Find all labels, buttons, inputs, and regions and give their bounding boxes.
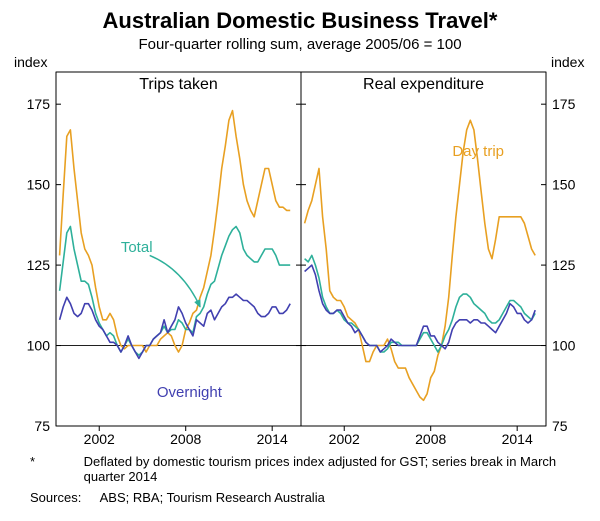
footnote: * Deflated by domestic tourism prices in…	[30, 454, 575, 484]
svg-text:2014: 2014	[257, 431, 288, 447]
series-label-total: Total	[121, 239, 153, 256]
svg-text:75: 75	[552, 418, 568, 434]
svg-text:125: 125	[552, 257, 576, 273]
svg-text:125: 125	[27, 257, 51, 273]
svg-text:2008: 2008	[415, 431, 446, 447]
sources-label: Sources:	[30, 490, 96, 505]
svg-text:100: 100	[27, 338, 51, 354]
series-label-daytrip: Day trip	[452, 143, 504, 160]
svg-text:2002: 2002	[329, 431, 360, 447]
plot-svg: 75 75 100 100 125 125 150 150 175 175 2002 2008 2014…	[0, 0, 600, 521]
footnote-marker: *	[30, 454, 80, 469]
svg-text:150: 150	[27, 177, 51, 193]
sources: Sources: ABS; RBA; Tourism Research Aust…	[30, 490, 325, 505]
svg-text:2014: 2014	[502, 431, 533, 447]
svg-text:175: 175	[27, 96, 51, 112]
chart-container: Australian Domestic Business Travel* Fou…	[0, 0, 600, 521]
svg-text:2008: 2008	[170, 431, 201, 447]
sources-text: ABS; RBA; Tourism Research Australia	[100, 490, 325, 505]
svg-text:150: 150	[552, 177, 576, 193]
svg-text:100: 100	[552, 338, 576, 354]
svg-text:2002: 2002	[84, 431, 115, 447]
footnote-text: Deflated by domestic tourism prices inde…	[84, 454, 574, 484]
svg-text:75: 75	[34, 418, 50, 434]
svg-text:175: 175	[552, 96, 576, 112]
series-label-overnight: Overnight	[157, 384, 222, 401]
